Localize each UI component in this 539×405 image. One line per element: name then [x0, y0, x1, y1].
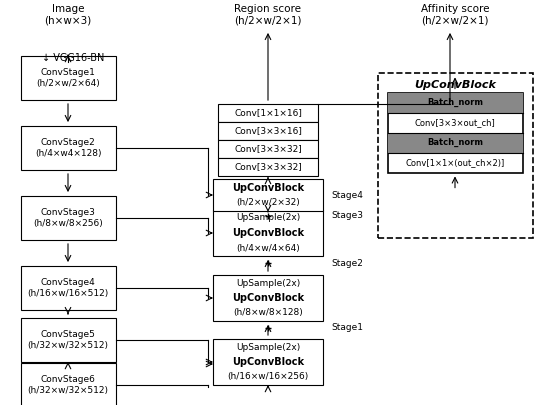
- Text: (h/16×w/16×256): (h/16×w/16×256): [227, 373, 309, 382]
- Text: (h/8×w/8×128): (h/8×w/8×128): [233, 309, 303, 318]
- FancyBboxPatch shape: [213, 275, 323, 321]
- Text: UpConvBlock: UpConvBlock: [232, 183, 304, 193]
- Text: Conv[1×1×16]: Conv[1×1×16]: [234, 109, 302, 117]
- Text: Batch_norm: Batch_norm: [427, 138, 483, 147]
- Text: ConvStage3
(h/8×w/8×256): ConvStage3 (h/8×w/8×256): [33, 208, 103, 228]
- FancyBboxPatch shape: [20, 318, 115, 362]
- Text: ConvStage5
(h/32×w/32×512): ConvStage5 (h/32×w/32×512): [27, 330, 108, 350]
- Text: ConvStage2
(h/4×w4×128): ConvStage2 (h/4×w4×128): [34, 138, 101, 158]
- Text: (h/2×w/2×32): (h/2×w/2×32): [236, 198, 300, 207]
- FancyBboxPatch shape: [20, 56, 115, 100]
- FancyBboxPatch shape: [213, 179, 323, 211]
- FancyBboxPatch shape: [388, 132, 522, 153]
- Text: UpSample(2x): UpSample(2x): [236, 213, 300, 222]
- FancyBboxPatch shape: [213, 339, 323, 385]
- Text: UpConvBlock: UpConvBlock: [232, 293, 304, 303]
- Text: Conv[3×3×32]: Conv[3×3×32]: [234, 162, 302, 171]
- Text: Affinity score
(h/2×w/2×1): Affinity score (h/2×w/2×1): [421, 4, 489, 26]
- Text: Region score
(h/2×w/2×1): Region score (h/2×w/2×1): [234, 4, 302, 26]
- Text: Conv[3×3×out_ch]: Conv[3×3×out_ch]: [414, 118, 495, 127]
- Text: ConvStage6
(h/32×w/32×512): ConvStage6 (h/32×w/32×512): [27, 375, 108, 395]
- FancyBboxPatch shape: [20, 196, 115, 240]
- Text: Stage1: Stage1: [331, 324, 363, 333]
- FancyBboxPatch shape: [388, 92, 522, 173]
- Text: UpConvBlock: UpConvBlock: [232, 228, 304, 238]
- Text: Conv[3×3×32]: Conv[3×3×32]: [234, 145, 302, 153]
- FancyBboxPatch shape: [218, 158, 318, 176]
- Text: UpSample(2x): UpSample(2x): [236, 343, 300, 352]
- Text: UpConvBlock: UpConvBlock: [232, 357, 304, 367]
- Text: Conv[1×1×(out_ch×2)]: Conv[1×1×(out_ch×2)]: [405, 158, 505, 167]
- FancyBboxPatch shape: [218, 104, 318, 122]
- FancyBboxPatch shape: [20, 126, 115, 170]
- Text: ConvStage4
(h/16×w/16×512): ConvStage4 (h/16×w/16×512): [27, 278, 109, 298]
- FancyBboxPatch shape: [213, 210, 323, 256]
- Text: ↓ VGG16-BN: ↓ VGG16-BN: [42, 53, 104, 63]
- Text: Conv[3×3×16]: Conv[3×3×16]: [234, 126, 302, 136]
- Text: (h/4×w/4×64): (h/4×w/4×64): [236, 243, 300, 252]
- Text: UpSample(2x): UpSample(2x): [236, 279, 300, 288]
- FancyBboxPatch shape: [388, 92, 522, 113]
- Text: Image
(h×w×3): Image (h×w×3): [44, 4, 92, 26]
- Text: ConvStage1
(h/2×w/2×64): ConvStage1 (h/2×w/2×64): [36, 68, 100, 88]
- Text: Stage3: Stage3: [331, 211, 363, 220]
- Text: UpConvBlock: UpConvBlock: [414, 79, 496, 90]
- Text: Batch_norm: Batch_norm: [427, 98, 483, 107]
- Text: Stage4: Stage4: [331, 190, 363, 200]
- FancyBboxPatch shape: [218, 140, 318, 158]
- FancyBboxPatch shape: [20, 266, 115, 310]
- FancyBboxPatch shape: [20, 363, 115, 405]
- FancyBboxPatch shape: [377, 72, 533, 237]
- FancyBboxPatch shape: [218, 122, 318, 140]
- Text: Stage2: Stage2: [331, 258, 363, 267]
